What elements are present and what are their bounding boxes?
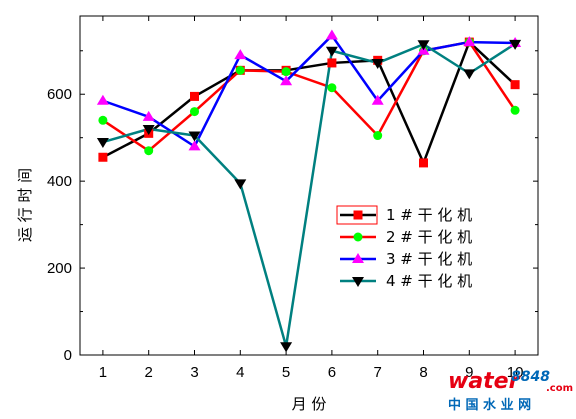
series-4-point-8 (417, 40, 430, 51)
watermark-logo: water 8848 .com 中 国 水 业 网 (448, 369, 573, 413)
x-tick-label-1: 2 (145, 364, 153, 381)
series-1-point-8 (419, 158, 428, 168)
watermark-brand-com: .com (546, 383, 573, 394)
series-4-point-5 (280, 342, 293, 353)
watermark-subtitle: 中 国 水 业 网 (448, 397, 531, 413)
legend-box (336, 204, 506, 290)
watermark-brand-water: water (448, 369, 521, 394)
series-2-point-2 (144, 146, 154, 156)
series-2-point-7 (373, 131, 383, 141)
x-tick-label-0: 1 (99, 364, 107, 381)
series-3-point-5 (280, 75, 293, 86)
series-4-point-2 (142, 125, 155, 135)
axis-layer: 0 200 400 600 1 2 3 4 5 6 7 8 9 10 (47, 16, 538, 381)
series-4-point-9 (463, 69, 476, 80)
series-2-point-3 (190, 107, 199, 117)
series-line-4 (102, 42, 516, 348)
series-4-point-4 (234, 179, 247, 190)
series-4-point-7 (371, 58, 384, 69)
legend-label-4: 4 # 干 化 机 (386, 272, 472, 290)
series-3-point-7 (371, 94, 384, 105)
series-line-3 (102, 34, 516, 148)
x-tick-label-2: 3 (190, 364, 198, 381)
series-1-point-3 (190, 91, 199, 101)
y-tick-label-1: 200 (47, 260, 72, 277)
legend-selection-box (336, 205, 378, 225)
x-tick-label-9: 10 (507, 364, 524, 381)
y-tick-label-2: 400 (47, 173, 72, 190)
series-3-point-3 (188, 140, 201, 151)
series-3-point-6 (325, 29, 338, 40)
x-tick-label-7: 8 (419, 364, 427, 381)
legend-label-2: 2 # 干 化 机 (386, 228, 472, 246)
series-4-point-6 (325, 46, 338, 57)
series-line-1 (102, 40, 516, 165)
legend-marker-1 (353, 210, 363, 220)
series-3-point-9 (463, 36, 476, 47)
x-tick-label-8: 9 (465, 364, 473, 381)
x-tick-label-4: 5 (282, 364, 290, 381)
y-tick-label-0: 0 (64, 347, 72, 364)
legend-marker-2 (353, 232, 363, 242)
series-3-point-2 (142, 110, 155, 121)
y-tick-label-3: 600 (47, 86, 72, 103)
series-3-point-1 (96, 94, 109, 105)
series-2-point-5 (281, 67, 291, 77)
watermark-brand-num: 8848 (511, 369, 550, 385)
series-2-point-10 (510, 105, 520, 115)
series-4-point-10 (509, 39, 522, 50)
series-1-point-6 (327, 58, 337, 68)
series-1-point-1 (98, 152, 108, 162)
legend-label-1: 1 # 干 化 机 (386, 206, 472, 224)
series-3-point-4 (234, 49, 247, 60)
x-tick-label-3: 4 (236, 364, 244, 381)
legend-marker-4 (352, 277, 364, 287)
x-axis-title: 月 份 (292, 395, 327, 413)
series-1-point-10 (510, 80, 520, 90)
series-layer (96, 29, 522, 353)
series-4-point-3 (188, 131, 201, 142)
series-4-point-1 (96, 138, 109, 149)
x-tick-label-5: 6 (328, 364, 336, 381)
series-2-point-1 (98, 115, 108, 125)
legend-label-3: 3 # 干 化 机 (386, 250, 472, 268)
x-tick-label-6: 7 (374, 364, 382, 381)
legend: 1 # 干 化 机 2 # 干 化 机 3 # 干 化 机 4 # 干 化 机 (336, 204, 506, 290)
legend-marker-3 (352, 253, 364, 263)
series-2-point-6 (327, 83, 337, 93)
y-axis-title: 运 行 时 间 (16, 168, 34, 242)
series-2-point-4 (235, 65, 245, 75)
plot-frame (79, 15, 539, 356)
